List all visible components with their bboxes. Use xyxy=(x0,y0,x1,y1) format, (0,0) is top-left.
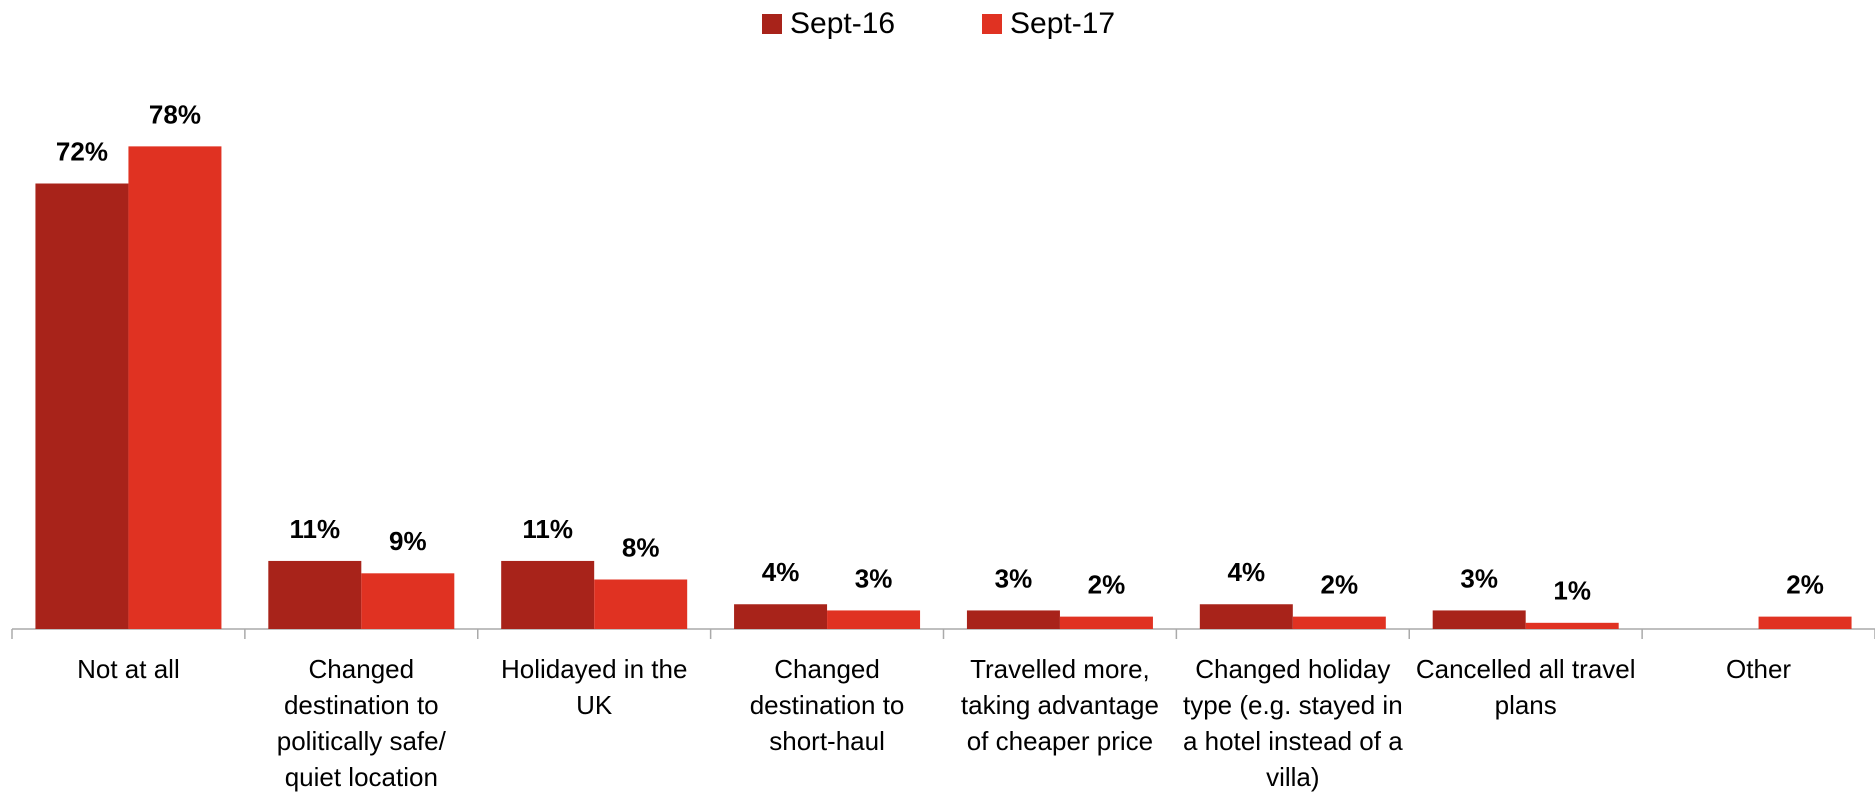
bar xyxy=(1525,622,1619,629)
bar xyxy=(268,560,362,629)
x-tick-label: Cancelled all travel plans xyxy=(1415,654,1636,720)
bar xyxy=(1199,604,1293,629)
data-label: 4% xyxy=(1228,557,1266,587)
bar xyxy=(1059,616,1153,629)
x-tick-label: Not at all xyxy=(77,654,180,684)
bar xyxy=(501,560,595,629)
data-label: 72% xyxy=(56,136,108,166)
data-label: 11% xyxy=(290,514,341,544)
bar xyxy=(1432,610,1526,629)
data-label: 2% xyxy=(1321,570,1359,600)
data-label: 4% xyxy=(762,557,800,587)
legend-swatch xyxy=(762,14,782,34)
x-tick-label: Other xyxy=(1726,654,1792,684)
data-label: 9% xyxy=(389,526,427,556)
chart: Sept-16 Sept-17 72% 78% 11% 9% 11% 8% 4% 3% 3% 2% 4%… xyxy=(11,7,1875,639)
bar xyxy=(1758,616,1852,629)
legend-label: Sept-16 xyxy=(790,7,895,40)
bar xyxy=(361,573,455,629)
x-tick-label: Travelled more, taking advantage of chea… xyxy=(960,654,1159,756)
data-label: 1% xyxy=(1553,576,1591,606)
data-label: 8% xyxy=(622,532,660,562)
bar xyxy=(35,183,129,629)
bar xyxy=(966,610,1060,629)
data-label: 2% xyxy=(1088,570,1126,600)
data-label: 3% xyxy=(995,563,1033,593)
legend-label: Sept-17 xyxy=(1010,7,1115,40)
x-tick-label: Changed destination to short-haul xyxy=(749,654,905,756)
data-label: 3% xyxy=(1460,563,1498,593)
x-tick-label: Changed destination to politically safe/… xyxy=(276,654,446,792)
bar xyxy=(827,610,921,629)
bar xyxy=(594,579,688,629)
x-tick-label: Holidayed in the UK xyxy=(500,654,688,720)
data-label: 2% xyxy=(1786,570,1824,600)
bar xyxy=(1292,616,1386,629)
data-label: 11% xyxy=(522,514,573,544)
page: Sept-16 Sept-17 72% 78% 11% 9% 11% 8% 4% 3% 3% 2% 4%… xyxy=(11,6,1875,792)
data-label: 78% xyxy=(149,99,201,129)
x-tick-label: Changed holiday type (e.g. stayed in a h… xyxy=(1182,654,1403,792)
bar xyxy=(128,146,222,629)
data-label: 3% xyxy=(855,563,893,593)
legend-swatch xyxy=(982,14,1002,34)
bar xyxy=(734,604,828,629)
